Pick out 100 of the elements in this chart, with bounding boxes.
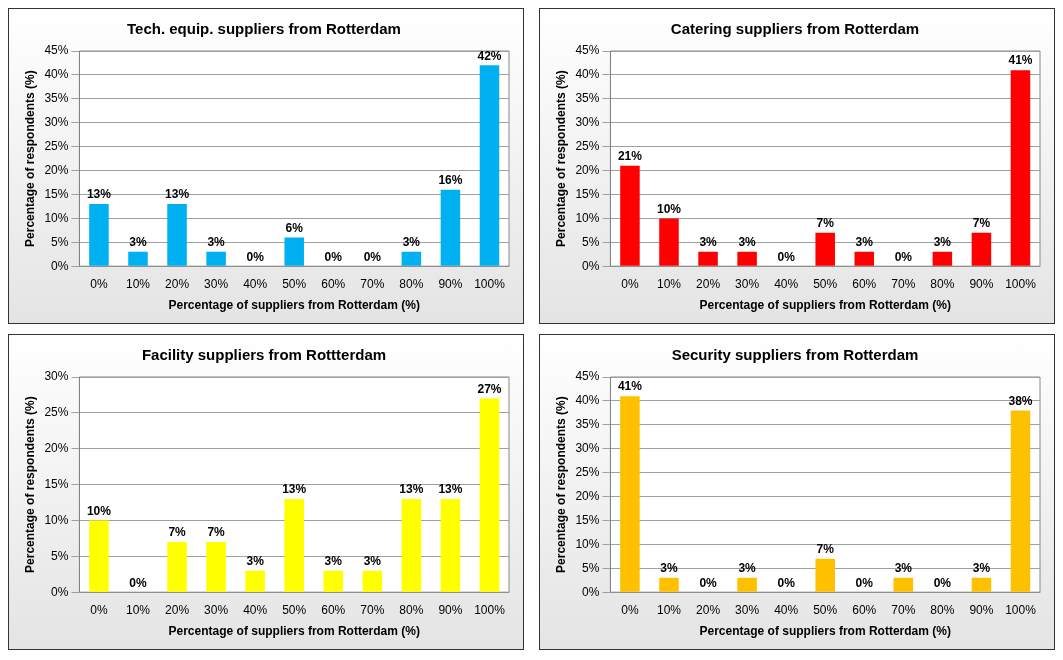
y-axis-title: Percentage of respondents (%)	[22, 396, 37, 573]
x-tick-label: 80%	[399, 276, 424, 291]
bar	[971, 577, 992, 592]
x-tick-label: 10%	[125, 276, 151, 291]
y-tick-label: 0%	[582, 584, 600, 599]
data-label: 7%	[816, 216, 835, 231]
x-tick-label: 60%	[852, 602, 877, 617]
data-label: 7%	[168, 525, 187, 540]
y-tick-label: 5%	[582, 560, 600, 575]
data-label: 13%	[282, 482, 307, 497]
y-tick-label: 5%	[582, 234, 600, 249]
x-tick-label: 0%	[621, 276, 639, 291]
y-tick-label: 10%	[575, 536, 600, 551]
x-axis-title: Percentage of suppliers from Rotterdam (%)	[168, 298, 420, 313]
data-label: 0%	[933, 575, 952, 590]
bar	[659, 577, 679, 592]
y-tick-label: 30%	[44, 115, 69, 130]
x-tick-label: 100%	[1005, 602, 1037, 617]
data-label: 41%	[617, 379, 643, 394]
x-tick-label: 100%	[474, 276, 506, 291]
data-label: 3%	[972, 561, 991, 576]
x-tick-label: 30%	[204, 276, 229, 291]
x-tick-label: 90%	[969, 602, 994, 617]
bar	[932, 251, 953, 266]
bar	[128, 251, 148, 266]
x-tick-label: 0%	[90, 276, 108, 291]
data-label: 10%	[86, 503, 112, 518]
bar	[479, 398, 500, 592]
data-label: 10%	[656, 201, 682, 216]
data-label: 3%	[246, 553, 265, 568]
data-label: 13%	[438, 482, 463, 497]
x-tick-label: 40%	[774, 276, 799, 291]
data-label: 7%	[816, 542, 835, 557]
bar	[971, 232, 992, 266]
x-axis-title: Percentage of suppliers from Rotterdam (%)	[699, 298, 951, 313]
x-tick-label: 70%	[891, 276, 916, 291]
y-tick-label: 5%	[51, 234, 69, 249]
bar	[167, 204, 187, 266]
x-tick-label: 20%	[165, 276, 190, 291]
data-label: 0%	[777, 575, 796, 590]
data-label: 7%	[972, 216, 991, 231]
bar	[89, 204, 109, 266]
y-tick-label: 30%	[575, 441, 600, 456]
y-tick-label: 45%	[575, 43, 600, 58]
bar	[323, 570, 344, 592]
y-tick-label: 40%	[575, 393, 600, 408]
x-tick-label: 10%	[656, 276, 682, 291]
y-tick-label: 15%	[44, 476, 69, 491]
y-tick-label: 25%	[44, 405, 69, 420]
bar	[89, 520, 109, 592]
bar	[167, 541, 187, 592]
x-tick-label: 0%	[90, 602, 108, 617]
data-label: 13%	[86, 187, 112, 202]
y-tick-label: 0%	[51, 584, 69, 599]
y-tick-label: 10%	[44, 210, 69, 225]
data-label: 16%	[438, 173, 463, 187]
x-tick-label: 40%	[774, 602, 799, 617]
y-tick-label: 20%	[575, 488, 600, 503]
y-tick-label: 40%	[44, 67, 69, 82]
data-label: 3%	[660, 561, 678, 576]
bar	[854, 251, 875, 266]
x-tick-label: 80%	[930, 602, 955, 617]
x-axis-title: Percentage of suppliers from Rotterdam (%)	[699, 624, 951, 639]
x-tick-label: 70%	[360, 602, 385, 617]
data-label: 0%	[699, 575, 718, 590]
x-tick-label: 50%	[813, 602, 838, 617]
x-tick-label: 80%	[930, 276, 955, 291]
bar	[659, 218, 679, 266]
x-tick-label: 90%	[438, 276, 463, 291]
data-label: 3%	[363, 553, 382, 568]
y-tick-label: 10%	[575, 210, 600, 225]
x-tick-label: 20%	[696, 602, 721, 617]
x-tick-label: 0%	[621, 602, 639, 617]
bar	[245, 570, 265, 592]
x-tick-label: 60%	[852, 276, 877, 291]
data-label: 0%	[129, 575, 147, 590]
y-tick-label: 15%	[575, 186, 600, 201]
y-tick-label: 0%	[582, 258, 600, 273]
chart-title: Tech. equip. suppliers from Rotterdam	[127, 20, 401, 38]
y-axis-title: Percentage of respondents (%)	[22, 70, 37, 247]
bar	[440, 498, 461, 592]
y-tick-label: 25%	[44, 138, 69, 153]
x-tick-label: 30%	[735, 602, 760, 617]
chart-title: Facility suppliers from Rottterdam	[141, 346, 387, 364]
data-label: 42%	[477, 48, 502, 63]
y-tick-label: 15%	[44, 186, 69, 201]
x-tick-label: 20%	[165, 602, 190, 617]
y-tick-label: 40%	[575, 67, 600, 82]
data-label: 0%	[324, 249, 343, 264]
y-axis-title: Percentage of respondents (%)	[553, 396, 568, 573]
y-tick-label: 0%	[51, 258, 69, 273]
x-tick-label: 50%	[282, 602, 307, 617]
data-label: 7%	[207, 525, 226, 540]
bar	[284, 237, 304, 266]
data-label: 3%	[324, 553, 343, 568]
data-label: 0%	[777, 249, 796, 264]
data-label: 3%	[855, 235, 874, 250]
x-tick-label: 30%	[204, 602, 229, 617]
bar	[620, 165, 640, 266]
x-tick-label: 40%	[243, 602, 268, 617]
